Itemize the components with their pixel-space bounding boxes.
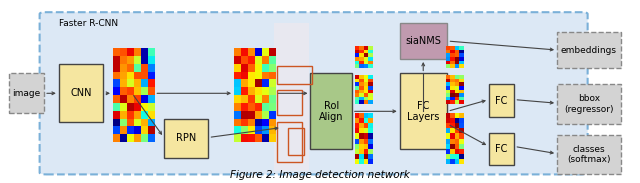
- Text: siaNMS: siaNMS: [406, 36, 442, 46]
- Text: Faster R-CNN: Faster R-CNN: [59, 19, 118, 28]
- Text: Figure 2: Image detection network: Figure 2: Image detection network: [230, 170, 410, 180]
- Text: embeddings: embeddings: [561, 46, 617, 55]
- Bar: [277, 122, 301, 162]
- Text: image: image: [12, 89, 41, 98]
- Text: classes
(softmax): classes (softmax): [567, 145, 611, 164]
- FancyBboxPatch shape: [557, 135, 621, 174]
- FancyBboxPatch shape: [59, 64, 103, 122]
- Text: bbox
(regressor): bbox (regressor): [564, 94, 614, 114]
- FancyBboxPatch shape: [164, 119, 209, 158]
- Text: RPN: RPN: [176, 133, 196, 143]
- FancyBboxPatch shape: [489, 84, 515, 117]
- Bar: [274, 23, 309, 171]
- Text: RoI
Align: RoI Align: [319, 100, 344, 122]
- Bar: [277, 66, 312, 84]
- FancyBboxPatch shape: [310, 74, 352, 149]
- FancyBboxPatch shape: [557, 32, 621, 68]
- Text: FC: FC: [495, 96, 508, 106]
- Text: FC
Layers: FC Layers: [408, 100, 440, 122]
- Text: CNN: CNN: [70, 88, 92, 98]
- Text: FC: FC: [495, 144, 508, 154]
- FancyBboxPatch shape: [40, 12, 588, 174]
- FancyBboxPatch shape: [9, 74, 44, 113]
- FancyBboxPatch shape: [557, 84, 621, 124]
- FancyBboxPatch shape: [399, 74, 447, 149]
- FancyBboxPatch shape: [399, 23, 447, 59]
- Bar: [277, 90, 301, 115]
- FancyBboxPatch shape: [489, 133, 515, 165]
- Bar: [288, 128, 304, 155]
